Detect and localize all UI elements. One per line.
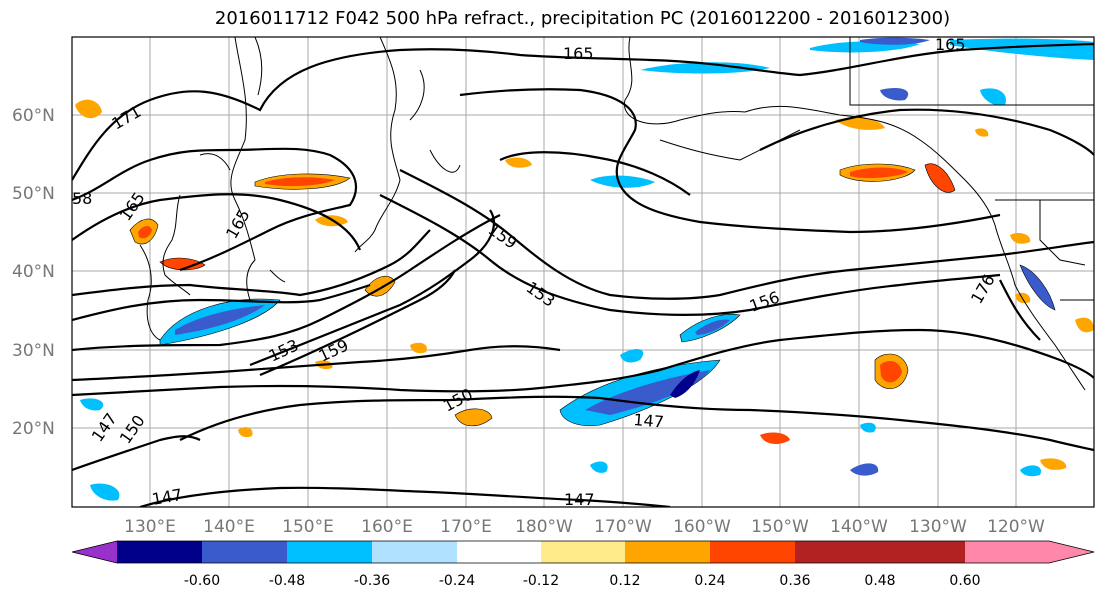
colorbar-tick-label: 0.36 bbox=[779, 573, 810, 589]
colorbar-tick-label: -0.12 bbox=[523, 573, 559, 589]
colorbar-tick-label: -0.36 bbox=[354, 573, 390, 589]
colorbar-lower-extension bbox=[72, 541, 117, 563]
lon-label: 180°W bbox=[515, 517, 573, 537]
colorbar-outline bbox=[71, 540, 1095, 564]
colorbar-segment bbox=[457, 541, 541, 563]
colorbar-segment bbox=[287, 541, 372, 563]
colorbar-segment bbox=[625, 541, 710, 563]
lon-label: 130°E bbox=[124, 517, 176, 537]
colorbar-tick-label: -0.60 bbox=[184, 573, 220, 589]
colorbar-upper-extension bbox=[965, 541, 1094, 563]
colorbar-tick-label: -0.48 bbox=[269, 573, 305, 589]
lat-label: 20°N bbox=[12, 419, 55, 439]
contour-label: 165 bbox=[563, 44, 594, 63]
colorbar: -0.60 -0.48 -0.36 -0.24 -0.12 0.12 0.24 … bbox=[71, 540, 1095, 589]
colorbar-segment bbox=[202, 541, 287, 563]
contour-label: 147 bbox=[564, 490, 595, 509]
lon-label: 130°W bbox=[909, 517, 967, 537]
coastlines bbox=[139, 37, 1094, 391]
contour-label: 165 bbox=[935, 35, 966, 54]
contour-label: 58 bbox=[72, 189, 92, 208]
contour-label: 147 bbox=[633, 410, 665, 432]
contour-label: 147 bbox=[150, 485, 183, 509]
lon-label: 170°W bbox=[594, 517, 652, 537]
lon-label: 120°W bbox=[987, 517, 1045, 537]
colorbar-segment bbox=[880, 541, 965, 563]
map-frame bbox=[71, 36, 1095, 508]
colorbar-tick-label: 0.12 bbox=[609, 573, 640, 589]
precip-positive-patches bbox=[75, 99, 1094, 470]
lat-label: 30°N bbox=[12, 341, 55, 361]
colorbar-segment bbox=[710, 541, 795, 563]
colorbar-segment bbox=[117, 541, 202, 563]
lon-label: 150°W bbox=[751, 517, 809, 537]
lon-label: 140°W bbox=[830, 517, 888, 537]
precip-negative-patches bbox=[80, 37, 1094, 501]
colorbar-segment bbox=[372, 541, 457, 563]
lon-label: 170°E bbox=[440, 517, 492, 537]
refractivity-contours bbox=[72, 42, 1094, 507]
colorbar-segment bbox=[795, 541, 880, 563]
colorbar-tick-label: 0.48 bbox=[864, 573, 895, 589]
colorbar-segment bbox=[541, 541, 625, 563]
colorbar-tick-label: 0.60 bbox=[949, 573, 980, 589]
map-title: 2016011712 F042 500 hPa refract., precip… bbox=[214, 8, 951, 29]
colorbar-tick-label: -0.24 bbox=[439, 573, 475, 589]
lon-label: 150°E bbox=[282, 517, 334, 537]
lat-label: 60°N bbox=[12, 106, 55, 126]
lon-label: 140°E bbox=[203, 517, 255, 537]
map-area bbox=[72, 37, 1094, 507]
lat-label: 50°N bbox=[12, 184, 55, 204]
colorbar-tick-label: 0.24 bbox=[694, 573, 725, 589]
lon-label: 160°E bbox=[361, 517, 413, 537]
longitude-labels: 130°E 140°E 150°E 160°E 170°E 180°W 170°… bbox=[124, 517, 1045, 537]
lat-label: 40°N bbox=[12, 262, 55, 282]
lon-label: 160°W bbox=[673, 517, 731, 537]
latitude-labels: 60°N 50°N 40°N 30°N 20°N bbox=[12, 106, 55, 439]
